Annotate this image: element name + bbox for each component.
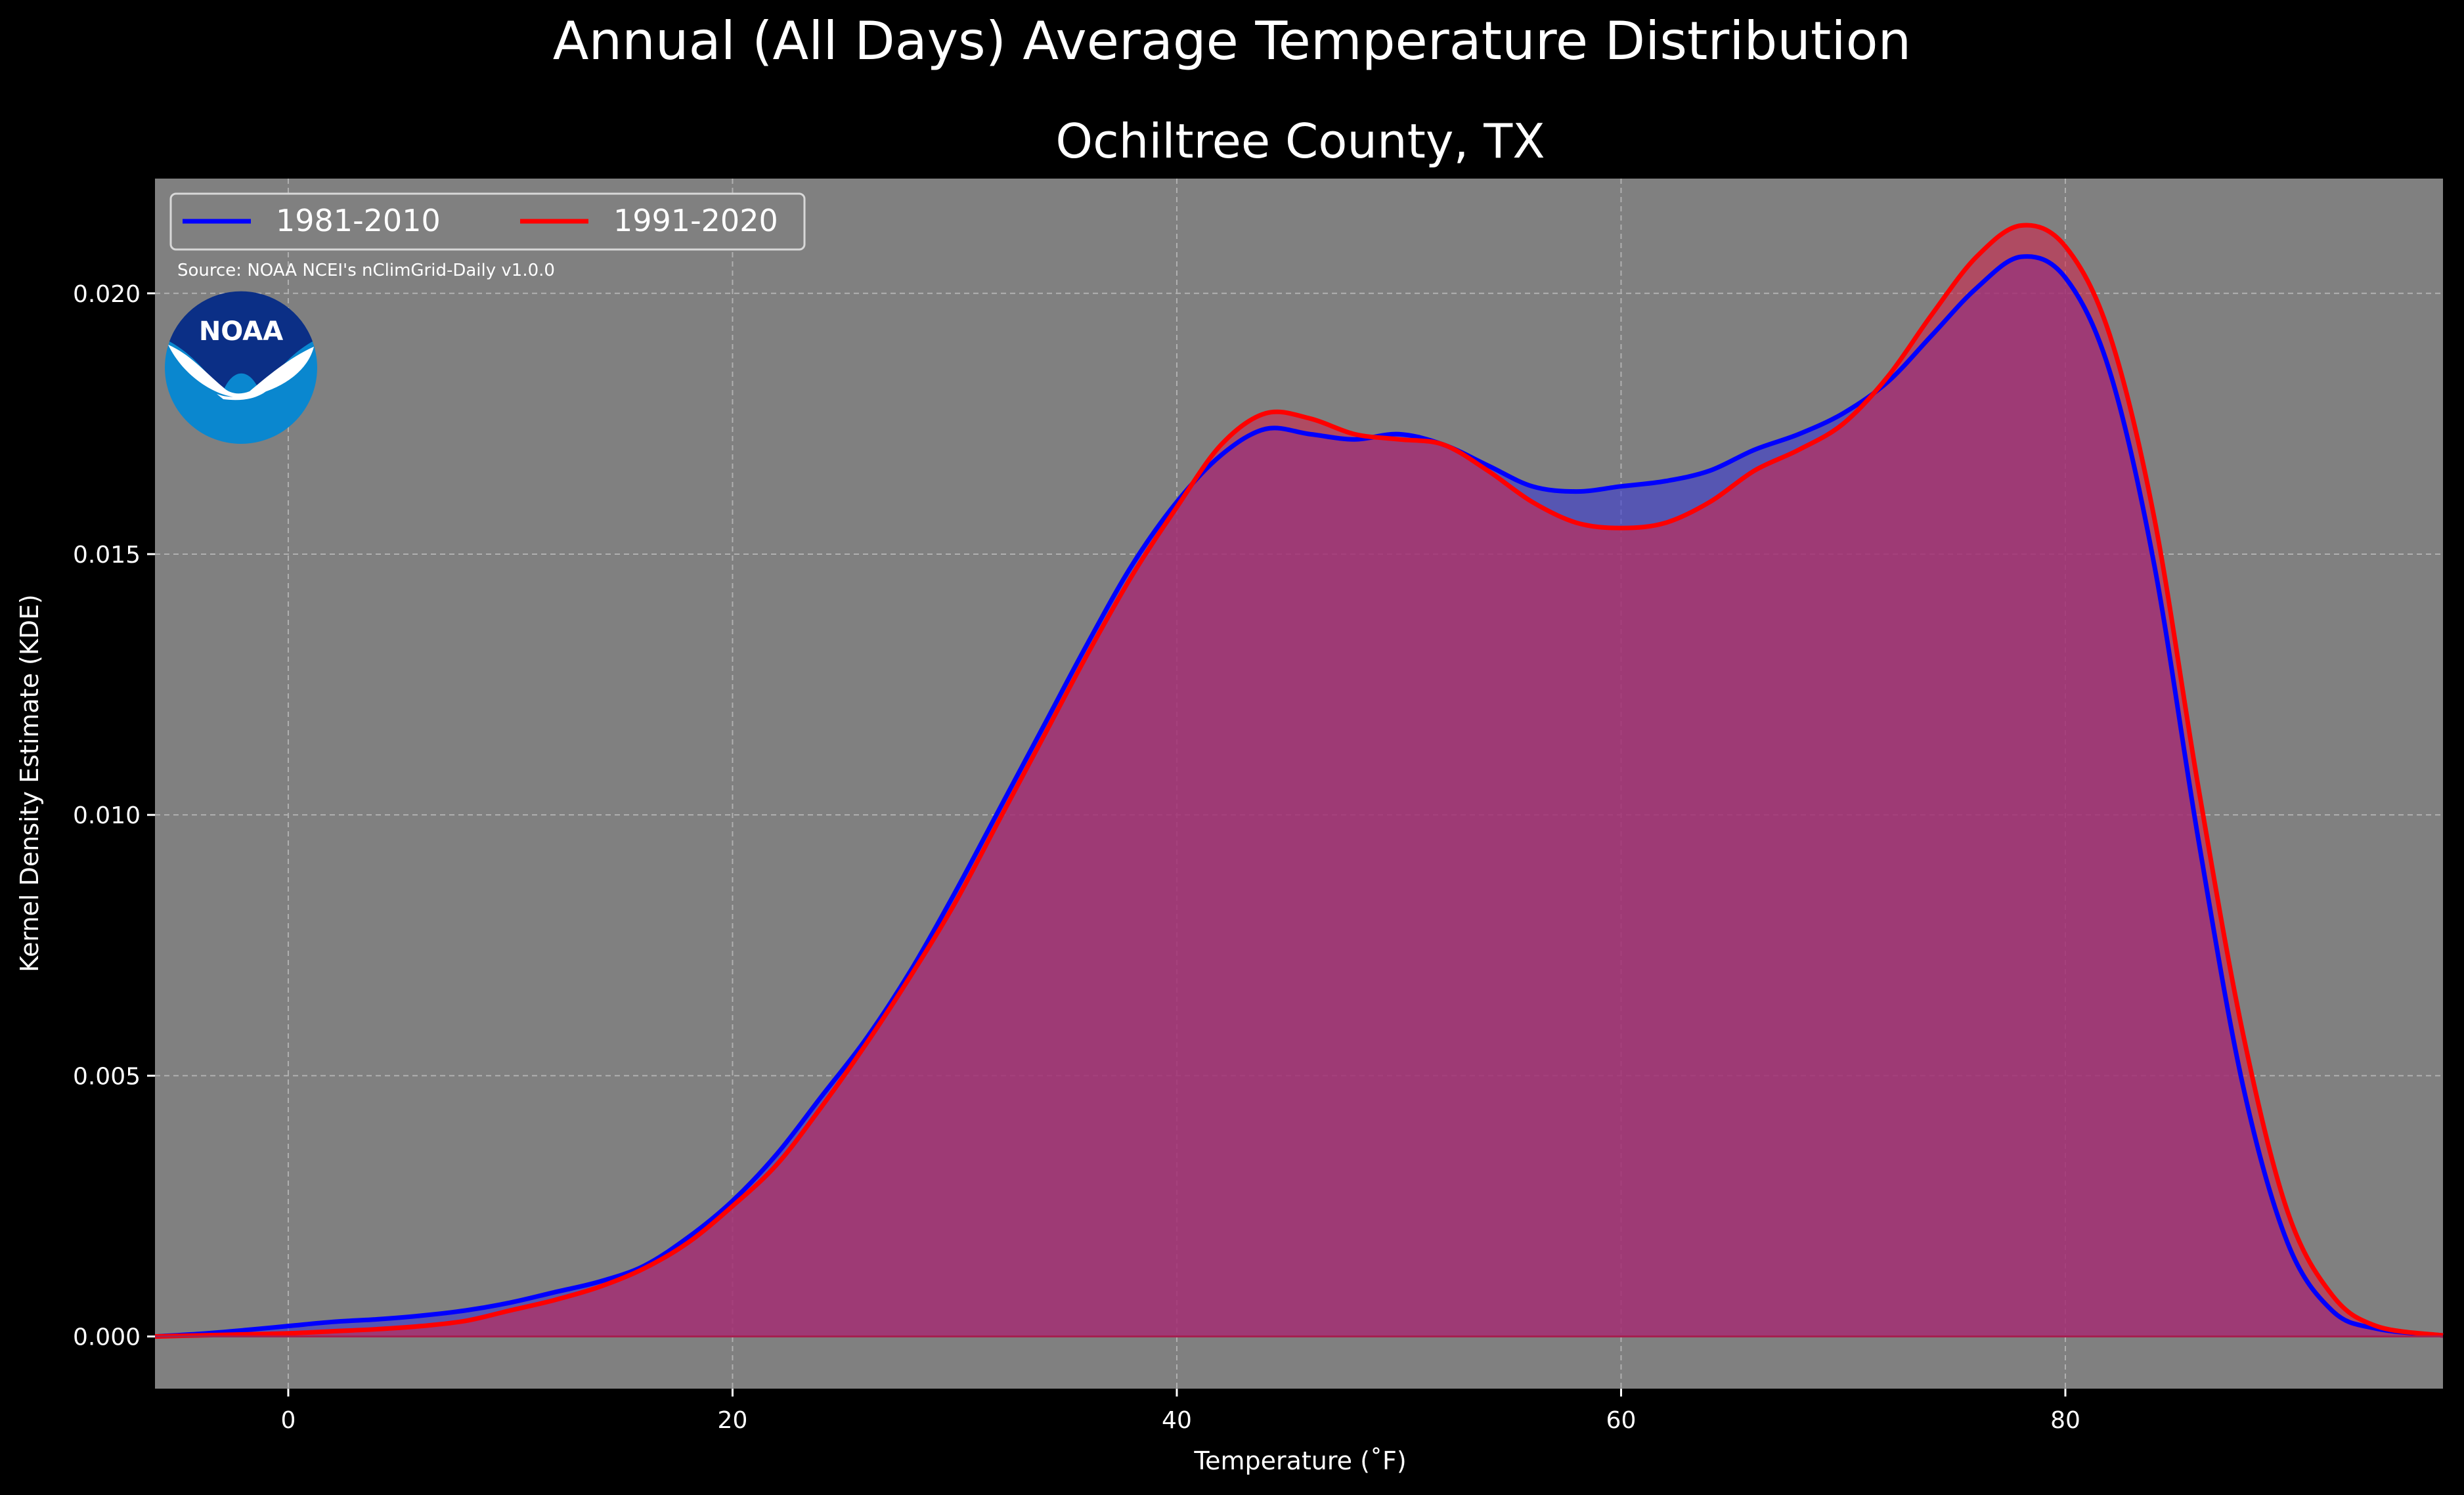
y-ticks: 0.000 0.005 0.010 0.015 0.020 <box>73 281 155 1351</box>
legend: 1981-2010 1991-2020 <box>169 192 806 251</box>
figure-suptitle: Annual (All Days) Average Temperature Di… <box>553 11 1911 72</box>
legend-frame <box>169 192 806 251</box>
x-tick-label: 20 <box>718 1407 748 1434</box>
y-tick-label: 0.015 <box>73 542 141 569</box>
series-fills <box>155 225 2443 1337</box>
y-tick-label: 0.010 <box>73 802 141 829</box>
series-lines <box>154 223 2444 1339</box>
noaa-logo-tail <box>217 389 269 401</box>
series-fill-2 <box>155 225 2443 1337</box>
x-tick-label: 60 <box>1606 1407 1637 1434</box>
x-ticks: 0 20 40 60 80 <box>280 1389 2080 1434</box>
noaa-logo-bird <box>168 345 314 398</box>
chart-title: Ochiltree County, TX <box>1055 114 1545 169</box>
series-line-2 <box>154 223 2444 1339</box>
source-note: Source: NOAA NCEI's nClimGrid-Daily v1.0… <box>177 261 555 280</box>
legend-label-series-2: 1991-2020 <box>613 203 778 238</box>
x-axis-label: Temperature (˚F) <box>1193 1446 1406 1475</box>
x-tick-label: 40 <box>1162 1407 1192 1434</box>
noaa-logo-sky <box>169 291 313 391</box>
series-line-1 <box>154 254 2444 1339</box>
y-tick-label: 0.020 <box>73 281 141 308</box>
x-tick-label: 80 <box>2050 1407 2080 1434</box>
y-tick-label: 0.005 <box>73 1063 141 1090</box>
x-tick-label: 0 <box>280 1407 296 1434</box>
noaa-logo: NOAA <box>165 291 317 444</box>
y-axis-label: Kernel Density Estimate (KDE) <box>15 594 44 972</box>
y-tick-label: 0.000 <box>73 1324 141 1351</box>
legend-label-series-1: 1981-2010 <box>276 203 441 238</box>
noaa-logo-text: NOAA <box>199 316 283 347</box>
